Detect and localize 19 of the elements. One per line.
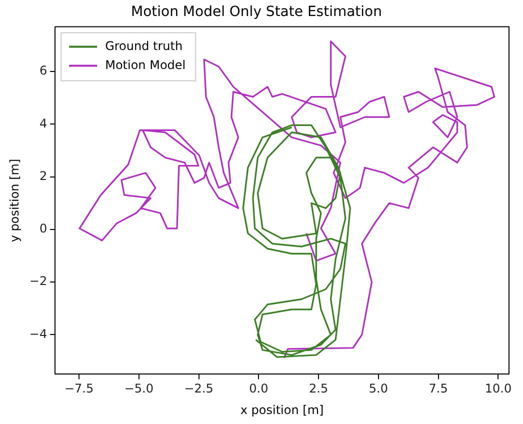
x-tick-label: 0.0 bbox=[249, 382, 268, 396]
x-axis-title: x position [m] bbox=[240, 402, 324, 417]
x-tick-label: −7.5 bbox=[64, 382, 94, 396]
x-tick-label: −5.0 bbox=[124, 382, 154, 396]
y-tick-label: −2 bbox=[29, 274, 48, 288]
y-tick-label: 6 bbox=[39, 64, 48, 78]
legend-label: Motion Model bbox=[105, 58, 186, 72]
x-tick-label: 10.0 bbox=[484, 382, 512, 396]
x-tick-label: 7.5 bbox=[428, 382, 448, 396]
y-tick-label: 2 bbox=[39, 168, 48, 183]
x-tick-label: −2.5 bbox=[184, 382, 214, 396]
y-tick-label: 0 bbox=[39, 222, 48, 236]
legend-label: Ground truth bbox=[105, 38, 183, 53]
chart-title: Motion Model Only State Estimation bbox=[131, 4, 382, 20]
x-tick-label: 5.0 bbox=[368, 382, 388, 396]
y-axis-title: y position [m] bbox=[7, 158, 22, 242]
y-tick-label: −4 bbox=[29, 326, 48, 341]
y-tick-label: 4 bbox=[39, 116, 48, 130]
x-tick-label: 2.5 bbox=[309, 382, 328, 396]
